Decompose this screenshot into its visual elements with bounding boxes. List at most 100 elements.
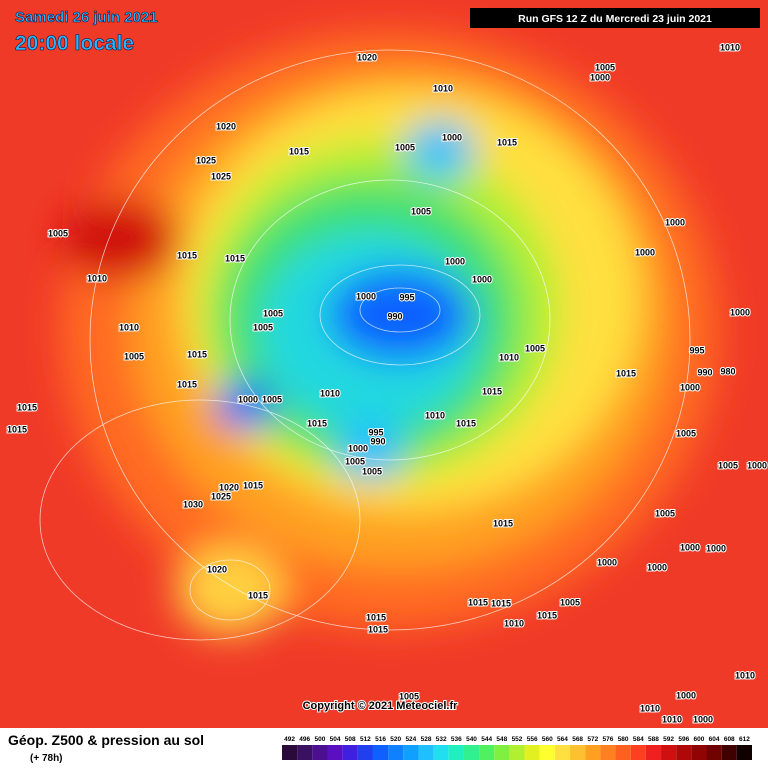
isobar-label: 1005 — [676, 428, 696, 438]
scale-label: 568 — [572, 736, 583, 743]
isobar-label: 1005 — [525, 343, 545, 353]
isobar-labels: 1010 1020 1010 1005 1000 1020 1000 1005 1015 1015… — [6, 41, 768, 725]
isobar-label: 1010 — [662, 714, 682, 724]
isobar-label: 1015 — [616, 368, 636, 378]
isobar-label: 1005 — [362, 466, 382, 476]
isobar-label: 1015 — [307, 418, 327, 428]
isobar-label: 1010 — [640, 703, 660, 713]
scale-swatch — [706, 745, 722, 760]
scale-swatch — [554, 745, 571, 760]
color-scale: 492 496 500 504 508 512 516 520 524 528 532 536 540 5… — [282, 736, 752, 760]
isobar-label: 1025 — [211, 171, 231, 181]
scale-label: 492 — [284, 736, 295, 743]
scale-swatch — [661, 745, 677, 760]
scale-label: 564 — [557, 736, 568, 743]
isobar-label: 1015 — [177, 250, 197, 260]
scale-swatch — [645, 745, 662, 760]
isobar-label: 990 — [370, 436, 385, 446]
scale-swatch — [312, 745, 328, 760]
scale-label: 592 — [663, 736, 674, 743]
scale-swatch — [282, 745, 298, 760]
scale-swatch — [676, 745, 692, 760]
isobar-label: 1000 — [442, 132, 462, 142]
isobar-label: 1010 — [87, 273, 107, 283]
isobar-label: 1000 — [597, 557, 617, 567]
isobar-label: 1030 — [183, 499, 203, 509]
footer-title: Géop. Z500 & pression au sol — [8, 732, 204, 748]
isobar-label: 1005 — [411, 206, 431, 216]
scale-label: 532 — [436, 736, 447, 743]
isobar-label: 1005 — [262, 394, 282, 404]
isobar-label: 1015 — [225, 253, 245, 263]
isobar-label: 1000 — [706, 543, 726, 553]
isobar-label: 1010 — [504, 618, 524, 628]
isobar-label: 1005 — [253, 322, 273, 332]
scale-label: 608 — [724, 736, 735, 743]
scale-label: 584 — [633, 736, 644, 743]
isobar-label: 1005 — [48, 228, 68, 238]
isobar-label: 1005 — [124, 351, 144, 361]
scale-swatch — [691, 745, 707, 760]
isobar-label: 1000 — [445, 256, 465, 266]
isobar-label: 1020 — [207, 564, 227, 574]
scale-label: 544 — [481, 736, 492, 743]
isobar-label: 990 — [697, 367, 712, 377]
scale-label: 536 — [451, 736, 462, 743]
isobar-label: 1020 — [357, 52, 377, 62]
scale-swatch — [403, 745, 419, 760]
isobar-label: 1020 — [219, 482, 239, 492]
isobar-label: 1005 — [345, 456, 365, 466]
scale-swatch — [615, 745, 631, 760]
scale-swatch — [600, 745, 616, 760]
scale-swatch — [357, 745, 373, 760]
scale-label: 552 — [512, 736, 523, 743]
scale-label: 504 — [330, 736, 341, 743]
isobar-label: 1000 — [680, 542, 700, 552]
local-time: 20:00 locale — [15, 32, 134, 55]
scale-label: 528 — [421, 736, 432, 743]
isobar-label: 1000 — [238, 394, 258, 404]
scale-label: 576 — [603, 736, 614, 743]
isobar-label: 1015 — [497, 137, 517, 147]
run-info: Run GFS 12 Z du Mercredi 23 juin 2021 — [518, 13, 712, 25]
scale-swatch — [418, 745, 434, 760]
scale-swatch — [327, 745, 343, 760]
isobar-label: 1015 — [7, 424, 27, 434]
scale-swatch — [721, 745, 737, 760]
isobar-label: 1000 — [590, 72, 610, 82]
isobar-label: 1005 — [718, 460, 738, 470]
isobar-label: 1015 — [248, 590, 268, 600]
scale-swatch — [570, 745, 586, 760]
isobar-label: 1000 — [693, 714, 713, 724]
isobar-label: 990 — [387, 311, 402, 321]
lead-time: (+ 78h) — [30, 753, 63, 764]
scale-swatch — [585, 745, 601, 760]
isobar-label: 1000 — [356, 291, 376, 301]
isobar-label: 1010 — [735, 670, 755, 680]
isobar-label: 1020 — [216, 121, 236, 131]
scale-swatch — [433, 745, 449, 760]
copyright: Copyright © 2021 Meteociel.fr — [303, 700, 459, 712]
isobar-label: 1025 — [211, 491, 231, 501]
scale-label: 588 — [648, 736, 659, 743]
scale-swatch — [509, 745, 525, 760]
isobar-label: 1010 — [720, 42, 740, 52]
scale-label: 508 — [345, 736, 356, 743]
isobar-label: 1015 — [468, 597, 488, 607]
isobar-label: 1005 — [395, 142, 415, 152]
isobar-label: 995 — [689, 345, 704, 355]
isobar-label: 1015 — [456, 418, 476, 428]
isobar-label: 1015 — [482, 386, 502, 396]
scale-swatch — [448, 745, 464, 760]
isobar-label: 1015 — [289, 146, 309, 156]
isobar-label: 1000 — [730, 307, 750, 317]
scale-label: 516 — [375, 736, 386, 743]
isobar-label: 1005 — [655, 508, 675, 518]
isobar-label: 1000 — [747, 460, 767, 470]
isobar-label: 1010 — [499, 352, 519, 362]
isobar-label: 1000 — [647, 562, 667, 572]
isobar-label: 1010 — [425, 410, 445, 420]
isobar-label: 1000 — [680, 382, 700, 392]
isobar-label: 1010 — [433, 83, 453, 93]
